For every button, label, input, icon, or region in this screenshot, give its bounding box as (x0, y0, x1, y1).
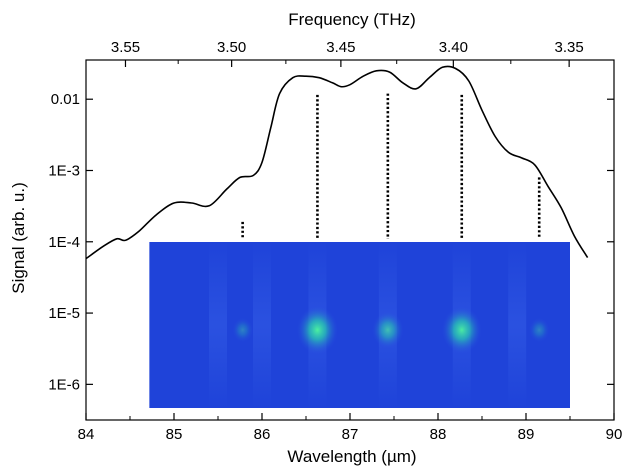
inset-spot (528, 317, 550, 343)
y-tick-label: 1E-6 (48, 376, 80, 393)
inset-streak (253, 242, 271, 408)
x-tick-label: 84 (78, 426, 95, 443)
inset-streak (209, 242, 227, 408)
x-tick-label: 85 (166, 426, 183, 443)
axis-ticks: 84 85 86 87 88 89 90 3.55 3.50 3.45 3.40 3.35 0.01 1E… (48, 39, 622, 443)
x2-tick-label: 3.55 (111, 39, 140, 56)
x-tick-label: 88 (430, 426, 447, 443)
x2-tick-label: 3.45 (326, 39, 355, 56)
x2-tick-label: 3.50 (217, 39, 246, 56)
x2-axis-title: Frequency (THz) (288, 10, 416, 29)
spectrum-line (85, 65, 589, 260)
x2-tick-label: 3.35 (555, 39, 584, 56)
x-axis-title: Wavelength (µm) (287, 447, 416, 466)
x-tick-label: 87 (342, 426, 359, 443)
y-tick-label: 1E-5 (48, 305, 80, 322)
x-tick-label: 86 (254, 426, 271, 443)
inset-spot (372, 311, 404, 349)
camera-inset-image (149, 242, 571, 408)
spectrum-curve (85, 65, 589, 260)
inset-spot (297, 306, 338, 354)
y-axis-title: Signal (arb. u.) (9, 182, 28, 294)
y-tick-label: 1E-3 (48, 162, 80, 179)
inset-spot (232, 317, 253, 343)
y-tick-label: 0.01 (51, 91, 80, 108)
inset-spot (441, 306, 482, 354)
x-tick-label: 89 (518, 426, 535, 443)
x2-tick-label: 3.40 (439, 39, 468, 56)
peak-markers (241, 93, 541, 239)
y-tick-label: 1E-4 (48, 234, 80, 251)
x-tick-label: 90 (606, 426, 623, 443)
inset-streak (508, 242, 527, 408)
